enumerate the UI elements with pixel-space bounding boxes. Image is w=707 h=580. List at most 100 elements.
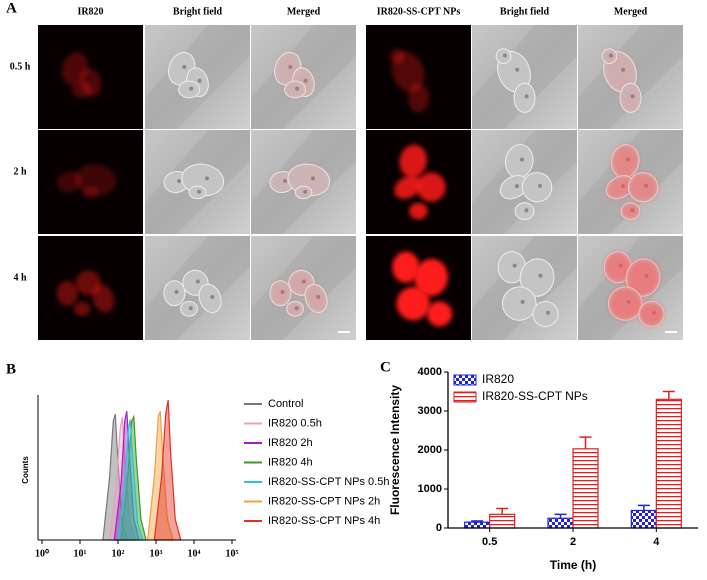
micrograph [251,25,356,129]
bar [572,448,599,529]
micrograph-content [578,25,683,129]
x-tick-label: 10⁰ [35,548,49,559]
column-header: Bright field [500,6,550,17]
nucleus [197,189,202,194]
micrograph [251,236,356,340]
micrograph-content [472,236,577,340]
row-label: 4 h [13,272,27,283]
cell-overlay [628,172,658,202]
panel-label: C [380,359,391,375]
histogram-area [120,414,147,541]
x-axis-label: Time (h) [550,558,596,572]
cell-overlay [638,301,665,327]
micrograph [472,130,577,234]
cell-overlay [269,280,291,306]
micrograph-content [145,25,250,129]
cell-fluor [394,175,422,199]
nucleus [524,94,529,99]
nucleus [546,310,551,315]
cell-overlay [284,81,306,98]
nucleus [514,184,519,189]
cell-overlay [286,301,304,317]
nucleus [515,67,520,72]
micrograph [145,130,250,234]
cell [198,283,222,314]
x-tick-label: 10⁵ [226,548,239,559]
x-tick-label: 0.5 [482,536,497,548]
micrograph-content [38,25,143,129]
micrograph [366,130,471,234]
nucleus [174,289,179,294]
column-header: IR820 [77,6,103,17]
micrograph-content [145,130,250,234]
nucleus [502,53,507,58]
legend-swatch [453,391,477,403]
y-tick-label: 1000 [418,483,442,495]
bar [489,513,516,529]
nucleus [538,273,543,278]
x-tick-label: 10² [112,548,125,559]
x-tick-label: 10³ [150,548,163,559]
cell [513,82,536,113]
cell [514,202,535,220]
micrograph-content [366,236,471,340]
micrograph [366,25,471,129]
cell-fluor [392,251,420,283]
x-tick-label: 4 [653,536,660,548]
y-axis-label: Counts [21,456,30,484]
nucleus [538,183,543,188]
legend-label: IR820-SS-CPT NPs [482,389,588,403]
panel-label: B [6,361,16,377]
cell-fluor [409,202,428,220]
legend-label: IR820 4h [268,456,313,468]
micrograph [145,236,250,340]
cell-fluor [416,172,446,202]
cell-overlay [305,284,328,313]
micrograph-content [472,25,577,129]
legend-swatch [453,374,477,386]
micrograph [472,25,577,129]
micrograph-content [472,130,577,234]
legend-label: IR820-SS-CPT NPs 0.5h [268,476,389,488]
cell-fluor [82,186,99,199]
cell-overlay [604,251,632,283]
cell-fluor [56,280,78,306]
legend-label: IR820-SS-CPT NPs 2h [268,495,380,507]
cell [178,80,201,99]
bar [464,521,491,529]
micrograph [578,25,683,129]
cell-fluor [426,301,453,327]
micrograph [38,130,143,234]
nucleus [204,176,209,181]
column-header: Merged [287,6,321,17]
micrograph-content [38,236,143,340]
legend-label: Control [268,398,303,410]
row-label: 2 h [13,166,27,177]
nucleus [512,263,517,268]
micrograph [578,236,683,340]
micrograph-content [578,130,683,234]
micrograph-content [251,236,356,340]
cell-fluor [399,144,427,178]
legend-label: IR820-SS-CPT NPs 4h [268,515,380,527]
nucleus [519,157,524,162]
cell-overlay [602,48,617,64]
cell [532,301,559,327]
legend-label: IR820 [482,372,514,386]
cell-overlay [621,202,640,220]
legend-label: IR820 0.5h [268,417,322,429]
micrograph-content [578,236,683,340]
micrograph-content [251,25,356,129]
bar [655,398,682,529]
micrograph-content [366,25,471,129]
micrograph-content [38,130,143,234]
column-header: Merged [614,6,648,17]
x-tick-label: 2 [570,536,576,548]
panel-label: A [6,0,17,16]
cell-overlay [606,175,634,199]
nucleus [188,306,193,311]
cell [501,286,537,321]
cell-fluor [73,301,91,317]
cell-overlay [608,286,643,321]
